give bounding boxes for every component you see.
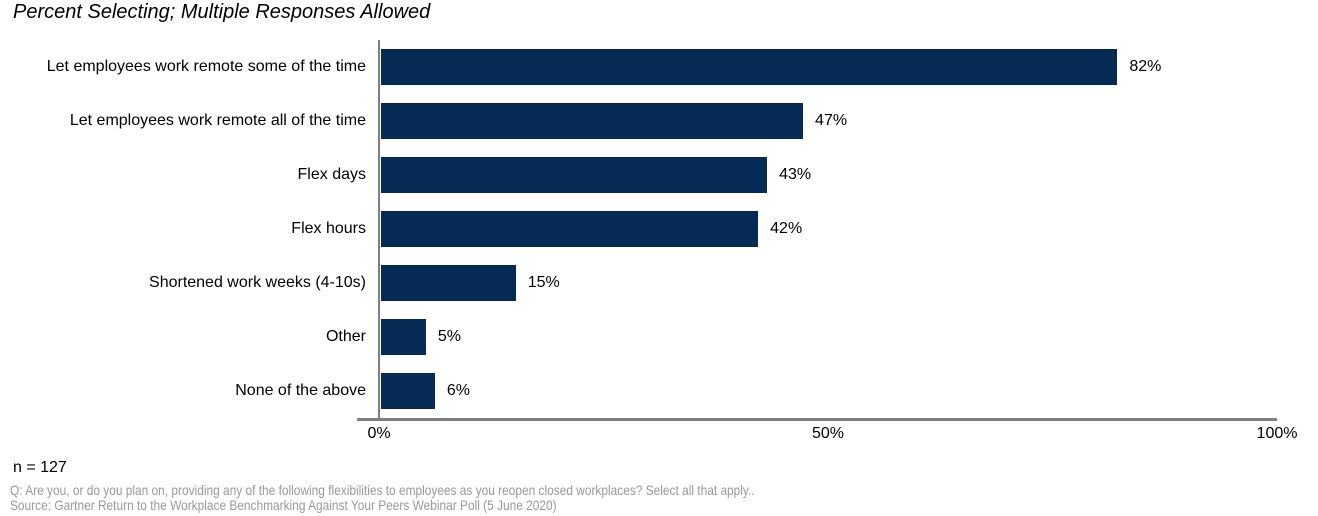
bar-row: None of the above 6% [0, 364, 1318, 418]
source-note-text: Source: Gartner Return to the Workplace … [10, 497, 557, 513]
bar-row: Other 5% [0, 310, 1318, 364]
bar [381, 49, 1118, 85]
bar-row: Flex hours 42% [0, 202, 1318, 256]
value-label: 15% [527, 274, 560, 291]
bar [381, 103, 804, 139]
value-label: 82% [1129, 58, 1162, 75]
x-tick-label: 50% [811, 425, 845, 442]
source-note: Source: Gartner Return to the Workplace … [10, 497, 653, 513]
value-label: 42% [770, 220, 803, 237]
category-label: Flex days [297, 166, 366, 183]
value-label: 43% [779, 166, 812, 183]
bar-rows: Let employees work remote some of the ti… [0, 40, 1318, 418]
bar [381, 319, 426, 355]
bar [381, 211, 759, 247]
category-label: Let employees work remote some of the ti… [46, 58, 366, 75]
category-label: None of the above [235, 382, 366, 399]
y-axis-line [378, 40, 380, 418]
question-note-text: Q: Are you, or do you plan on, providing… [10, 482, 755, 498]
bar-row: Shortened work weeks (4-10s) 15% [0, 256, 1318, 310]
category-label: Shortened work weeks (4-10s) [149, 274, 366, 291]
category-label: Let employees work remote all of the tim… [69, 112, 366, 129]
sample-size-label: n = 127 [13, 459, 67, 476]
bar-row: Flex days 43% [0, 148, 1318, 202]
bar-row: Let employees work remote some of the ti… [0, 40, 1318, 94]
bar [381, 265, 516, 301]
bar-row: Let employees work remote all of the tim… [0, 94, 1318, 148]
category-label: Flex hours [291, 220, 366, 237]
value-label: 47% [815, 112, 848, 129]
bar [381, 373, 435, 409]
x-tick-label: 100% [1256, 425, 1298, 442]
value-label: 5% [437, 328, 462, 345]
bar [381, 157, 768, 193]
chart-title: Percent Selecting; Multiple Responses Al… [13, 1, 431, 23]
value-label: 6% [446, 382, 470, 399]
question-note: Q: Are you, or do you plan on, providing… [10, 482, 886, 498]
x-tick-label: 0% [367, 425, 391, 442]
category-label: Other [325, 328, 366, 345]
x-axis-line [357, 418, 1277, 421]
